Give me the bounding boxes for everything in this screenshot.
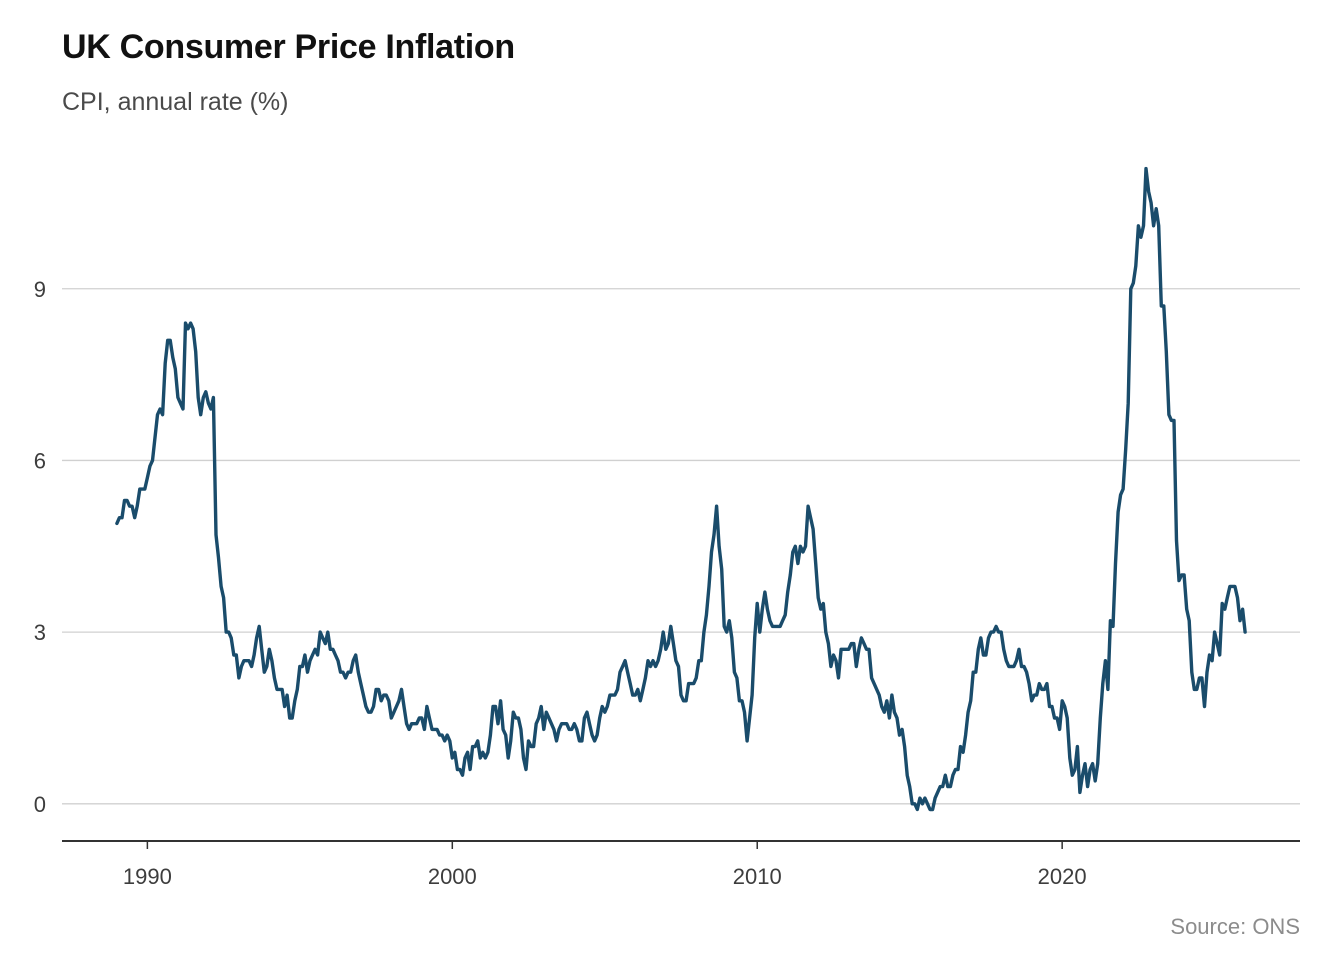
x-tick-label: 2010 [733,864,782,889]
gridlines [62,288,1300,805]
x-axis-ticks: 1990 2000 2010 2020 [123,841,1087,889]
x-tick-label: 2020 [1038,864,1087,889]
series-line-cpi [115,166,1247,812]
source-note: Source: ONS [1170,914,1300,939]
y-tick-label: 9 [34,277,46,302]
y-tick-label: 6 [34,448,46,473]
x-tick-label: 1990 [123,864,172,889]
y-tick-label: 3 [34,620,46,645]
chart-title: UK Consumer Price Inflation [62,28,515,66]
y-tick-label: 0 [34,792,46,817]
chart-subtitle: CPI, annual rate (%) [62,88,289,116]
x-tick-label: 2000 [428,864,477,889]
y-axis-labels: 0 3 6 9 [34,277,46,817]
